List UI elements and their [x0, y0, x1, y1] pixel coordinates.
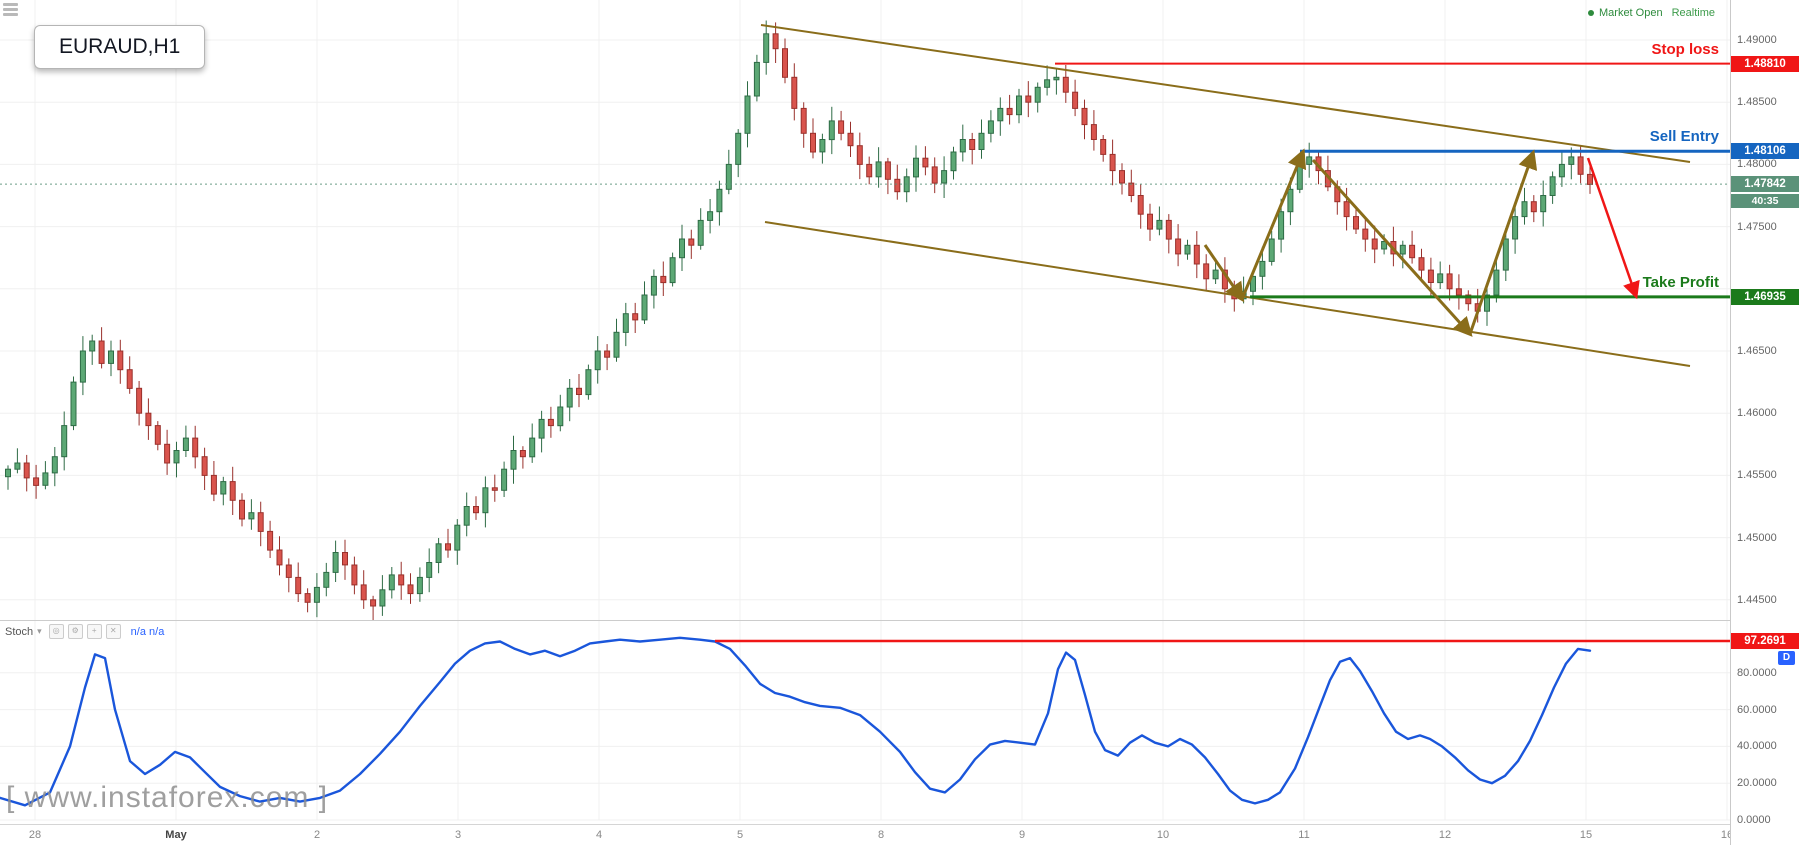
market-open-dot-icon [1588, 10, 1594, 16]
symbol-title: EURAUD,H1 [34, 25, 206, 69]
gear-icon[interactable]: ⚙ [67, 624, 83, 639]
stoch-d-badge: D [1778, 651, 1795, 666]
feed-status-text: Realtime [1671, 7, 1715, 19]
layout-menu-icon[interactable] [3, 3, 18, 16]
time-axis-label: 11 [1298, 829, 1310, 841]
chevron-down-icon[interactable]: ▾ [37, 626, 42, 636]
time-axis-label: 4 [595, 829, 603, 841]
pane-divider[interactable] [0, 620, 1799, 621]
stop-loss-price-tag: 1.48810 [1731, 55, 1799, 72]
price-tick-label: 1.48500 [1737, 96, 1777, 109]
stoch-tick-label: 80.0000 [1737, 666, 1777, 679]
stoch-tick-label: 20.0000 [1737, 777, 1777, 790]
price-tick-label: 1.46000 [1737, 407, 1777, 420]
time-axis-label: 5 [736, 829, 744, 841]
price-tick-label: 1.44500 [1737, 593, 1777, 606]
stop-loss-label[interactable]: Stop loss [1651, 40, 1719, 58]
sell-entry-label[interactable]: Sell Entry [1649, 128, 1719, 146]
price-tick-label: 1.48000 [1737, 158, 1777, 171]
time-axis-label: May [165, 829, 187, 841]
candles [5, 20, 1593, 621]
time-axis-label: 3 [454, 829, 462, 841]
last-price-tag: 1.47842 [1731, 176, 1799, 193]
take-profit-price-tag: 1.46935 [1731, 288, 1799, 305]
indicator-params: n/a n/a [130, 625, 165, 638]
time-axis-label: 8 [877, 829, 885, 841]
price-tick-label: 1.45000 [1737, 531, 1777, 544]
candle-countdown-tag: 40:35 [1731, 194, 1799, 209]
stoch-tick-label: 40.0000 [1737, 740, 1777, 753]
sell-entry-price-tag: 1.48106 [1731, 143, 1799, 160]
price-tick-label: 1.49000 [1737, 34, 1777, 46]
time-axis-label: 12 [1438, 829, 1452, 841]
stoch-tick-label: 0.0000 [1737, 814, 1771, 826]
market-status-text: Market Open [1599, 7, 1663, 19]
market-status: Market Open Realtime [1588, 7, 1715, 19]
time-axis-label: 10 [1156, 829, 1170, 841]
price-chart-canvas[interactable] [0, 0, 1730, 845]
plus-icon[interactable]: + [86, 624, 102, 639]
indicator-header: Stoch ▾ ◎ ⚙ + ✕ n/a n/a [5, 624, 164, 639]
price-axis[interactable]: 1.48810 1.48106 1.47842 40:35 1.46935 97… [1730, 0, 1799, 845]
price-tick-label: 1.46500 [1737, 345, 1777, 357]
eye-icon[interactable]: ◎ [48, 624, 64, 639]
time-axis-label: 9 [1018, 829, 1026, 841]
stoch-tick-label: 60.0000 [1737, 703, 1777, 716]
price-tick-label: 1.45500 [1737, 469, 1777, 482]
indicator-name[interactable]: Stoch [5, 625, 34, 638]
close-icon[interactable]: ✕ [105, 624, 121, 639]
stoch-value-tag: 97.2691 [1731, 633, 1799, 650]
price-tick-label: 1.47500 [1737, 220, 1777, 233]
instaforex-watermark: [ www.instaforex.com ] [6, 781, 329, 814]
time-axis-label: 28 [28, 829, 42, 841]
time-axis[interactable]: 28 May 2 3 4 5 8 9 10 11 12 15 16 [0, 824, 1733, 846]
take-profit-label[interactable]: Take Profit [1642, 273, 1719, 291]
time-axis-label: 15 [1579, 829, 1593, 841]
time-axis-label: 2 [313, 829, 321, 841]
